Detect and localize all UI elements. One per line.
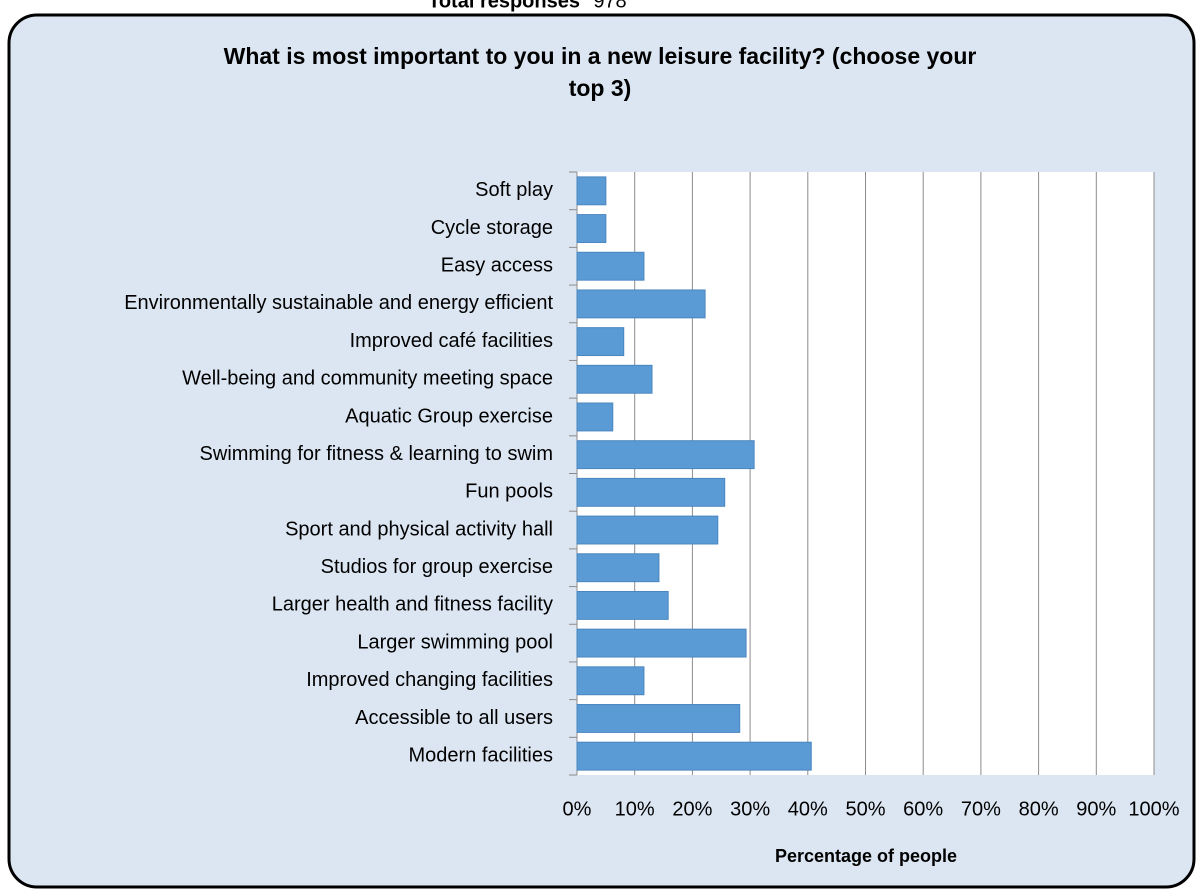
y-tick-label: Cycle storage [431,217,553,239]
x-axis-title: Percentage of people [775,846,957,866]
bar [576,477,726,507]
bar [576,741,812,771]
y-tick-label: Fun pools [465,481,553,503]
x-tick-label: 90% [1076,798,1116,820]
x-tick-label: 30% [730,798,770,820]
x-tick-label: 20% [672,798,712,820]
header-value: 978 [593,0,626,12]
y-tick-label: Improved café facilities [350,330,553,352]
y-tick-label: Studios for group exercise [321,556,553,578]
bar [576,289,706,319]
bar [576,666,645,696]
y-tick-label: Larger health and fitness facility [272,594,553,616]
bar [576,402,614,432]
y-tick-label: Larger swimming pool [357,631,553,653]
y-tick-label: Soft play [475,179,553,201]
x-tick-label: 70% [961,798,1001,820]
bar [576,364,653,394]
x-tick-label: 60% [903,798,943,820]
y-tick-label: Well-being and community meeting space [182,368,553,390]
bar [576,628,747,658]
x-tick-label: 100% [1128,798,1179,820]
bar [576,214,607,243]
chart-title: What is most important to you in a new l… [224,43,977,69]
y-tick-label: Modern facilities [408,744,553,766]
header-label: Total responses [428,0,580,12]
y-tick-label: Swimming for fitness & learning to swim [200,443,553,465]
y-tick-label: Accessible to all users [355,707,553,729]
bar [576,515,719,545]
x-tick-label: 10% [615,798,655,820]
y-tick-label: Improved changing facilities [306,669,553,691]
y-tick-label: Sport and physical activity hall [285,518,553,540]
chart-title: top 3) [569,75,632,101]
bar [576,553,660,583]
x-tick-label: 50% [845,798,885,820]
bar [576,590,669,620]
y-tick-label: Aquatic Group exercise [345,405,553,427]
bar [576,251,645,281]
x-tick-label: 80% [1019,798,1059,820]
y-tick-label: Environmentally sustainable and energy e… [124,292,553,314]
bar [576,440,755,470]
x-tick-label: 40% [788,798,828,820]
x-tick-label: 0% [563,798,592,820]
bar [576,327,625,357]
bar [576,704,741,733]
bar [576,176,607,206]
y-tick-label: Easy access [441,255,553,277]
